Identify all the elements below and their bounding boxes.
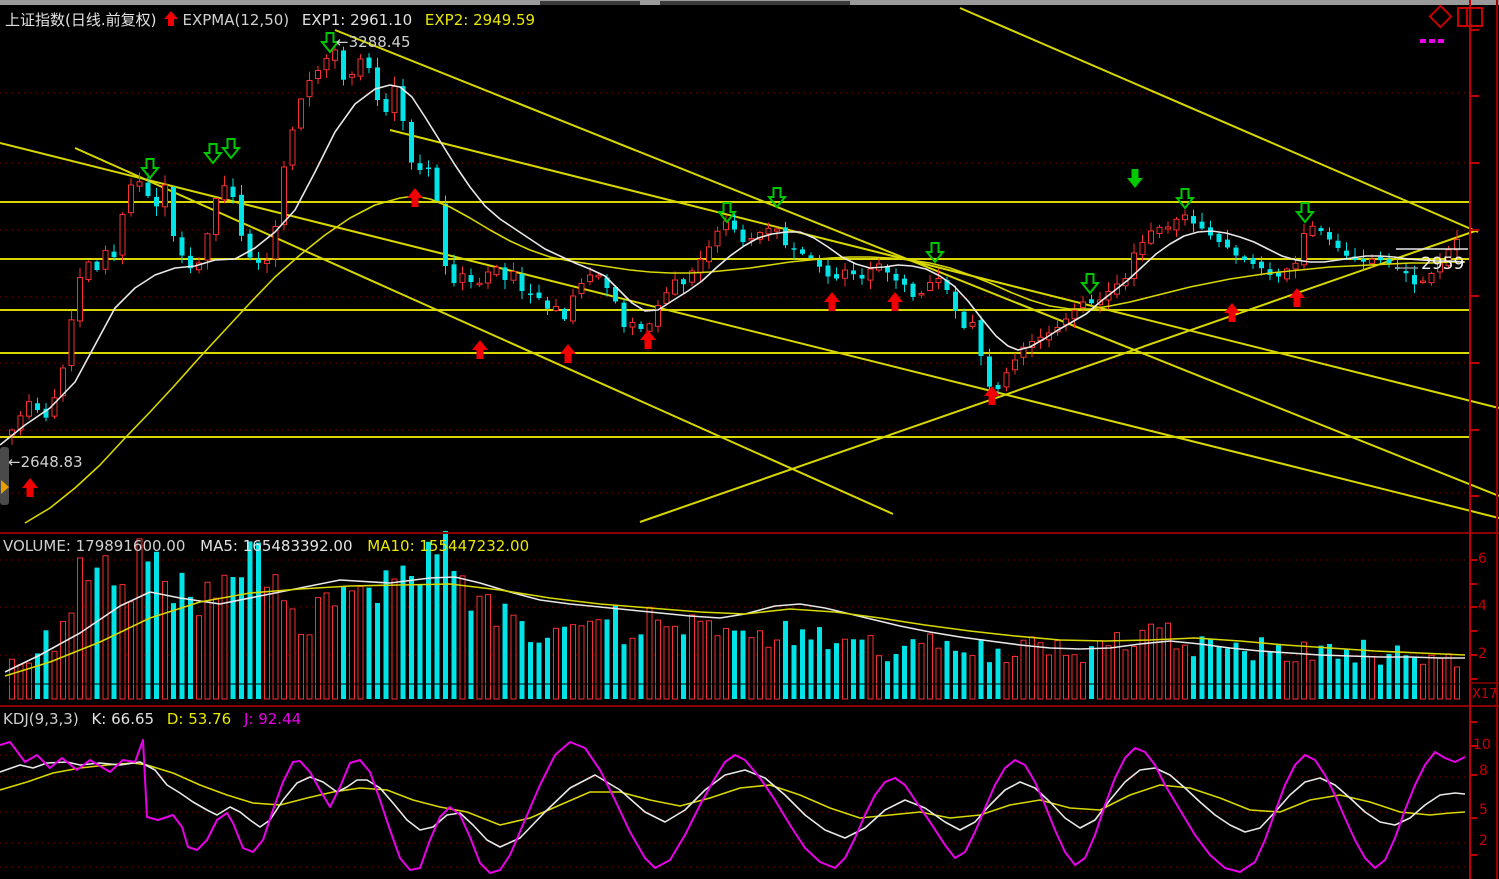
current-price-label: 2959 — [1421, 254, 1465, 274]
volume-value[interactable]: VOLUME: 179891600.00 — [3, 537, 186, 555]
top-strip-segment — [660, 1, 850, 5]
split-window-icon[interactable] — [1457, 7, 1483, 27]
peak-price-label: ←3288.45 — [336, 33, 411, 51]
indicator-name[interactable]: EXPMA(12,50) — [182, 11, 290, 29]
kdj-axis-tick-50: 5 — [1479, 802, 1488, 818]
kdj-d-value: D: 53.76 — [166, 710, 232, 728]
kdj-axis-tick-20: 2 — [1479, 833, 1488, 849]
volume-axis-tick-6: 6 — [1478, 551, 1487, 567]
top-strip-segment — [540, 1, 640, 5]
more-dots-icon[interactable] — [1420, 28, 1447, 47]
window-top-strip — [0, 0, 1499, 5]
kdj-name[interactable]: KDJ(9,3,3) — [3, 710, 79, 728]
kdj-header: KDJ(9,3,3) K: 66.65 D: 53.76 J: 92.44 — [3, 710, 301, 728]
volume-header: VOLUME: 179891600.00 MA5: 165483392.00 M… — [3, 537, 529, 555]
kdj-k-value: K: 66.65 — [91, 710, 155, 728]
volume-axis-tick-2: 2 — [1478, 646, 1487, 662]
buy-signal-arrow-icon — [164, 11, 179, 26]
kdj-axis-tick-80: 8 — [1479, 763, 1488, 779]
kdj-j-value: J: 92.44 — [243, 710, 302, 728]
volume-ma5-value[interactable]: MA5: 165483392.00 — [200, 537, 353, 555]
symbol-title[interactable]: 上证指数(日线.前复权) — [5, 11, 157, 29]
low-price-label: ←2648.83 — [8, 453, 83, 471]
volume-axis-tick-4: 4 — [1478, 598, 1487, 614]
left-edge-marker[interactable] — [0, 447, 9, 505]
kdj-axis-tick-100: 10 — [1473, 737, 1491, 753]
exp1-value: EXP1: 2961.10 — [301, 11, 413, 29]
orange-triangle-icon — [1, 480, 9, 494]
volume-unit-label: X17 — [1472, 687, 1498, 702]
exp2-value: EXP2: 2949.59 — [424, 11, 536, 29]
main-chart-header: 上证指数(日线.前复权) EXPMA(12,50) EXP1: 2961.10 E… — [5, 9, 535, 30]
volume-ma10-value[interactable]: MA10: 155447232.00 — [367, 537, 530, 555]
